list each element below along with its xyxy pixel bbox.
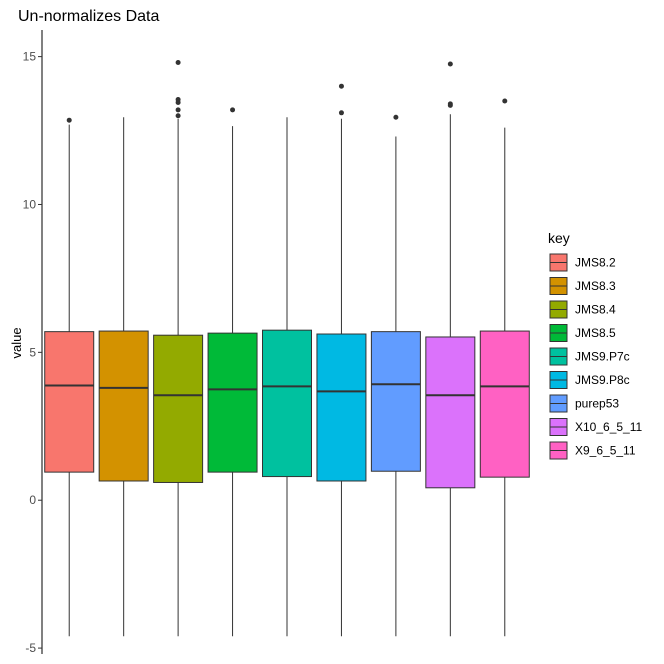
legend-item: JMS8.3: [549, 277, 616, 295]
legend-item: JMS8.5: [549, 324, 616, 342]
y-axis: -5 0 5 10 15: [23, 30, 43, 655]
box-iqr: [44, 331, 95, 473]
legend-label: JMS9.P8c: [575, 373, 630, 387]
box-iqr: [262, 329, 312, 478]
outlier-point: [447, 101, 453, 107]
chart-title: Un-normalizes Data: [18, 8, 159, 25]
legend-title: key: [548, 230, 570, 246]
box-purep53: [370, 114, 421, 637]
y-tick-label: -5: [25, 641, 36, 655]
legend-label: JMS8.4: [575, 303, 616, 317]
legend-label: JMS8.3: [575, 279, 616, 293]
outlier-point: [175, 113, 181, 119]
y-axis-title: value: [9, 327, 24, 358]
box-iqr: [207, 332, 258, 473]
box-JMS9.P8c: [316, 83, 367, 637]
box-iqr: [98, 330, 149, 482]
outlier-point: [338, 110, 344, 116]
legend-item: JMS9.P8c: [549, 371, 630, 389]
legend: key JMS8.2 JMS8.3 JMS8.4 JMS8.5 JMS9.P7c JMS9…: [548, 230, 643, 460]
plot-area: [44, 60, 530, 637]
outlier-point: [230, 107, 236, 113]
box-X10_6_5_11: [425, 61, 476, 637]
box-iqr: [425, 336, 476, 489]
outlier-point: [502, 98, 508, 104]
legend-label: purep53: [575, 397, 619, 411]
y-tick-label: 15: [23, 50, 37, 64]
box-iqr: [370, 331, 421, 472]
legend-label: X9_6_5_11: [575, 444, 636, 458]
legend-label: X10_6_5_11: [575, 420, 643, 434]
outlier-point: [338, 83, 344, 89]
y-tick-label: 0: [29, 493, 36, 507]
outlier-point: [175, 96, 181, 102]
legend-label: JMS8.2: [575, 256, 616, 270]
box-JMS9.P7c: [262, 117, 312, 637]
box-iqr: [479, 330, 530, 478]
outlier-point: [175, 60, 181, 66]
box-JMS8.4: [153, 60, 204, 637]
legend-label: JMS9.P7c: [575, 350, 630, 364]
legend-item: X10_6_5_11: [549, 418, 643, 436]
outlier-point: [66, 117, 72, 123]
y-tick-label: 10: [23, 197, 37, 211]
box-JMS8.2: [44, 117, 95, 637]
outlier-point: [447, 61, 453, 67]
box-iqr: [153, 334, 204, 483]
legend-item: JMS8.4: [549, 300, 616, 319]
legend-item: JMS9.P7c: [549, 347, 630, 366]
box-X9_6_5_11: [479, 98, 530, 637]
box-iqr: [316, 333, 367, 482]
legend-item: purep53: [549, 394, 619, 413]
outlier-point: [393, 114, 399, 120]
y-tick-label: 5: [29, 345, 36, 359]
legend-label: JMS8.5: [575, 326, 616, 340]
outlier-point: [175, 107, 181, 113]
box-JMS8.3: [98, 117, 149, 637]
box-JMS8.5: [207, 107, 258, 637]
legend-item: JMS8.2: [549, 253, 616, 272]
legend-item: X9_6_5_11: [549, 441, 636, 460]
